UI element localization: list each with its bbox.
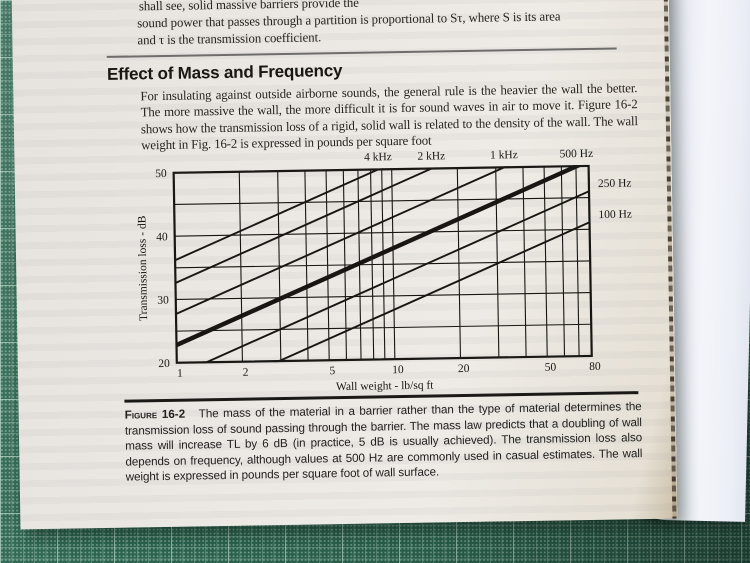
book-page: shall see, solid massive barriers provid… xyxy=(11,0,678,530)
svg-text:100 Hz: 100 Hz xyxy=(598,209,632,222)
section-heading: Effect of Mass and Frequency xyxy=(106,61,343,84)
svg-text:30: 30 xyxy=(157,295,169,307)
top-paragraph-line-1: shall see, solid massive barriers provid… xyxy=(138,0,359,14)
svg-text:50: 50 xyxy=(155,168,167,180)
svg-text:2: 2 xyxy=(243,367,249,379)
svg-text:40: 40 xyxy=(156,231,168,243)
svg-text:2 kHz: 2 kHz xyxy=(417,150,445,162)
svg-text:500 Hz: 500 Hz xyxy=(560,148,594,161)
svg-text:Wall weight - lb/sq ft: Wall weight - lb/sq ft xyxy=(336,380,434,394)
svg-text:4 kHz: 4 kHz xyxy=(364,151,392,163)
svg-text:80: 80 xyxy=(589,361,601,373)
svg-text:1 kHz: 1 kHz xyxy=(490,149,518,161)
top-paragraph-line-3: and τ is the transmission coefficient. xyxy=(137,30,322,48)
svg-text:5: 5 xyxy=(329,365,335,377)
figure-caption: Figure 16-2 The mass of the material in … xyxy=(125,399,643,486)
section-divider-rule xyxy=(106,47,617,58)
figure-caption-text: The mass of the material in a barrier ra… xyxy=(124,400,643,485)
svg-text:50: 50 xyxy=(545,362,557,374)
svg-text:250 Hz: 250 Hz xyxy=(598,178,632,191)
figure-caption-label: Figure 16-2 xyxy=(124,407,186,422)
figure-16-2-chart: 1 2 5 10 20 50 80 20 30 40 50 Wall weight - lb/sq f… xyxy=(136,148,632,394)
svg-text:20: 20 xyxy=(458,363,470,375)
svg-text:20: 20 xyxy=(158,358,170,370)
svg-text:Transmission loss - dB: Transmission loss - dB xyxy=(136,215,150,321)
svg-text:1: 1 xyxy=(177,368,183,380)
svg-text:10: 10 xyxy=(392,364,404,376)
